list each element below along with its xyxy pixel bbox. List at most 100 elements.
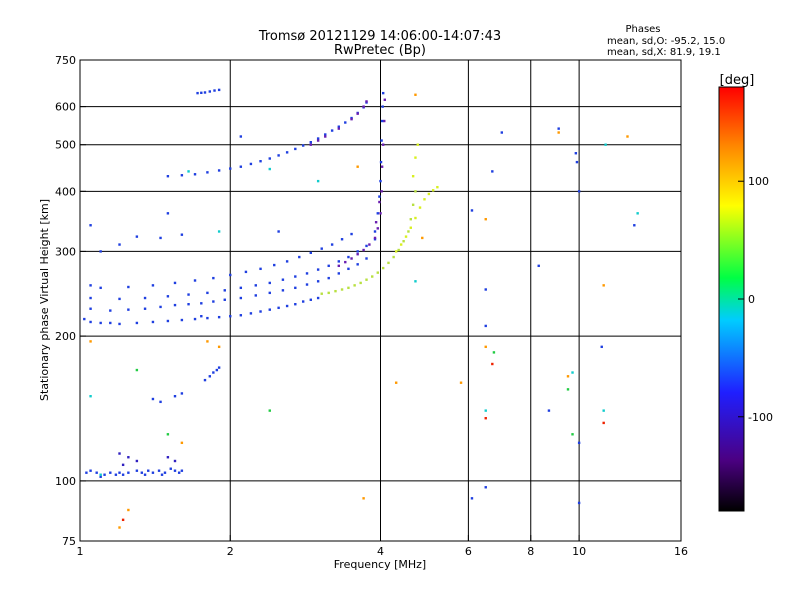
phase-stats-x: mean, sd,X: 81.9, 19.1 (607, 47, 721, 58)
y-tick-label: 400 (55, 185, 76, 198)
data-point (229, 273, 232, 277)
data-point (316, 137, 320, 140)
data-point (239, 135, 243, 138)
data-point (89, 307, 92, 310)
data-point (121, 518, 125, 522)
data-point (294, 275, 297, 278)
data-point (347, 255, 350, 259)
data-point (89, 284, 92, 287)
data-point (359, 281, 362, 285)
data-point (118, 297, 121, 301)
data-point (285, 260, 289, 263)
data-point (217, 169, 221, 172)
data-point (340, 238, 344, 241)
data-point (249, 312, 253, 315)
data-point (239, 296, 243, 300)
data-point (127, 285, 130, 289)
colorbar-label: [deg] (720, 73, 755, 88)
data-point (99, 475, 102, 478)
data-point (229, 314, 232, 318)
chart-title: Tromsø 20121129 14:06:00-14:07:43 (258, 29, 501, 44)
data-point (381, 143, 385, 146)
data-point (414, 280, 417, 283)
y-tick-label: 600 (55, 101, 76, 114)
data-point (212, 371, 215, 374)
data-point (268, 291, 271, 295)
data-point (324, 135, 327, 138)
data-point (103, 473, 106, 476)
data-point (376, 271, 379, 274)
data-point (159, 305, 162, 309)
data-point (301, 144, 305, 147)
y-axis-label: Stationary phase Virtual Height [km] (38, 199, 51, 401)
data-point (118, 471, 121, 474)
data-point (127, 456, 130, 459)
data-point (404, 235, 408, 238)
data-point (374, 221, 378, 224)
data-point (320, 247, 323, 250)
data-point (166, 175, 170, 178)
data-point (309, 143, 312, 146)
data-point (392, 255, 395, 259)
data-point (127, 308, 130, 311)
data-point (118, 243, 121, 246)
data-point (206, 291, 209, 295)
data-point (239, 314, 243, 317)
data-point (89, 395, 92, 398)
data-point (163, 471, 167, 474)
data-point (371, 275, 374, 278)
data-point (95, 471, 98, 474)
data-point (414, 190, 417, 193)
data-point (600, 345, 603, 349)
x-tick-label: 10 (572, 545, 586, 558)
data-point (166, 212, 170, 215)
data-point (180, 469, 184, 472)
x-axis-ticks: 1 2 4 6 8 10 16 (77, 535, 688, 558)
data-point (173, 469, 177, 472)
data-point (268, 157, 271, 160)
data-point (187, 293, 190, 296)
data-point (383, 98, 386, 101)
data-point (409, 226, 412, 229)
data-point (305, 272, 309, 275)
data-point (327, 264, 330, 268)
data-point (121, 463, 125, 467)
data-point (602, 284, 605, 287)
data-point (244, 270, 248, 274)
data-point (387, 261, 390, 265)
data-point (89, 320, 92, 324)
data-point (356, 165, 359, 168)
data-point (166, 456, 170, 459)
data-point (208, 90, 212, 93)
data-point (347, 267, 350, 271)
data-point (356, 253, 359, 256)
data-point (143, 473, 147, 476)
data-point (566, 388, 570, 391)
data-point (309, 298, 312, 301)
data-point (365, 257, 368, 260)
data-point (259, 160, 262, 163)
data-point (399, 243, 403, 246)
data-point (337, 264, 341, 268)
data-point (470, 497, 474, 500)
data-point (353, 284, 356, 287)
data-point (166, 433, 170, 436)
data-point (118, 322, 121, 326)
data-point (301, 300, 305, 303)
data-point (114, 473, 118, 476)
data-point (414, 156, 417, 159)
data-point (99, 321, 102, 325)
data-point (277, 306, 280, 310)
data-point (484, 486, 487, 489)
data-point (135, 321, 139, 325)
data-point (309, 251, 312, 255)
data-point (89, 296, 92, 300)
x-tick-label: 8 (527, 545, 534, 558)
data-point (484, 417, 487, 420)
data-point (376, 227, 379, 230)
data-point (212, 276, 215, 280)
data-point (416, 143, 419, 146)
data-point (83, 317, 86, 321)
data-point (99, 286, 102, 290)
data-point (414, 216, 417, 220)
